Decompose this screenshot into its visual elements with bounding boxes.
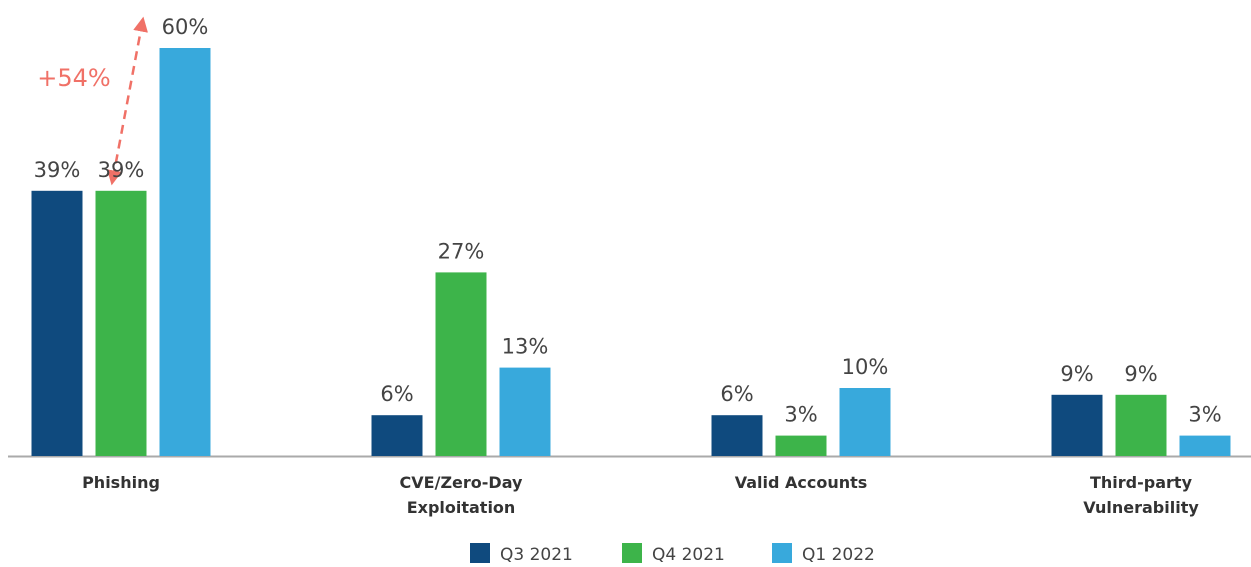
value-label: 39% (98, 158, 145, 182)
legend-label: Q1 2022 (802, 545, 875, 565)
x-tick-label: CVE/Zero-Day Exploitation (399, 473, 523, 517)
value-label: 60% (162, 15, 209, 39)
value-label: 9% (1124, 362, 1157, 386)
value-label: 3% (784, 403, 817, 427)
legend-swatch (622, 543, 642, 563)
bar (1051, 394, 1103, 456)
bar (371, 415, 423, 456)
x-tick-label: Valid Accounts (734, 473, 868, 492)
bar (435, 272, 487, 456)
bar (95, 190, 147, 457)
value-label: 27% (438, 239, 485, 263)
legend-swatch (772, 543, 792, 563)
value-label: 6% (380, 382, 413, 406)
bar (499, 367, 551, 456)
legend-swatch (470, 543, 490, 563)
bar (711, 415, 763, 456)
bar (839, 388, 891, 456)
bar (775, 435, 827, 456)
bar (31, 190, 83, 457)
legend-label: Q3 2021 (500, 545, 573, 565)
value-label: 10% (842, 355, 889, 379)
value-label: 9% (1060, 362, 1093, 386)
legend-label: Q4 2021 (652, 545, 725, 565)
annotation-arrow (107, 16, 148, 186)
value-label: 6% (720, 382, 753, 406)
annotation: +54% (37, 64, 110, 92)
value-label: 13% (502, 335, 549, 359)
value-label: 39% (34, 158, 81, 182)
bar (1115, 394, 1167, 456)
x-tick-label: Third-party Vulnerability (1083, 473, 1199, 517)
bar (159, 48, 211, 456)
x-tick-label: Phishing (82, 473, 160, 492)
value-label: 3% (1188, 403, 1221, 427)
bar (1179, 435, 1231, 456)
